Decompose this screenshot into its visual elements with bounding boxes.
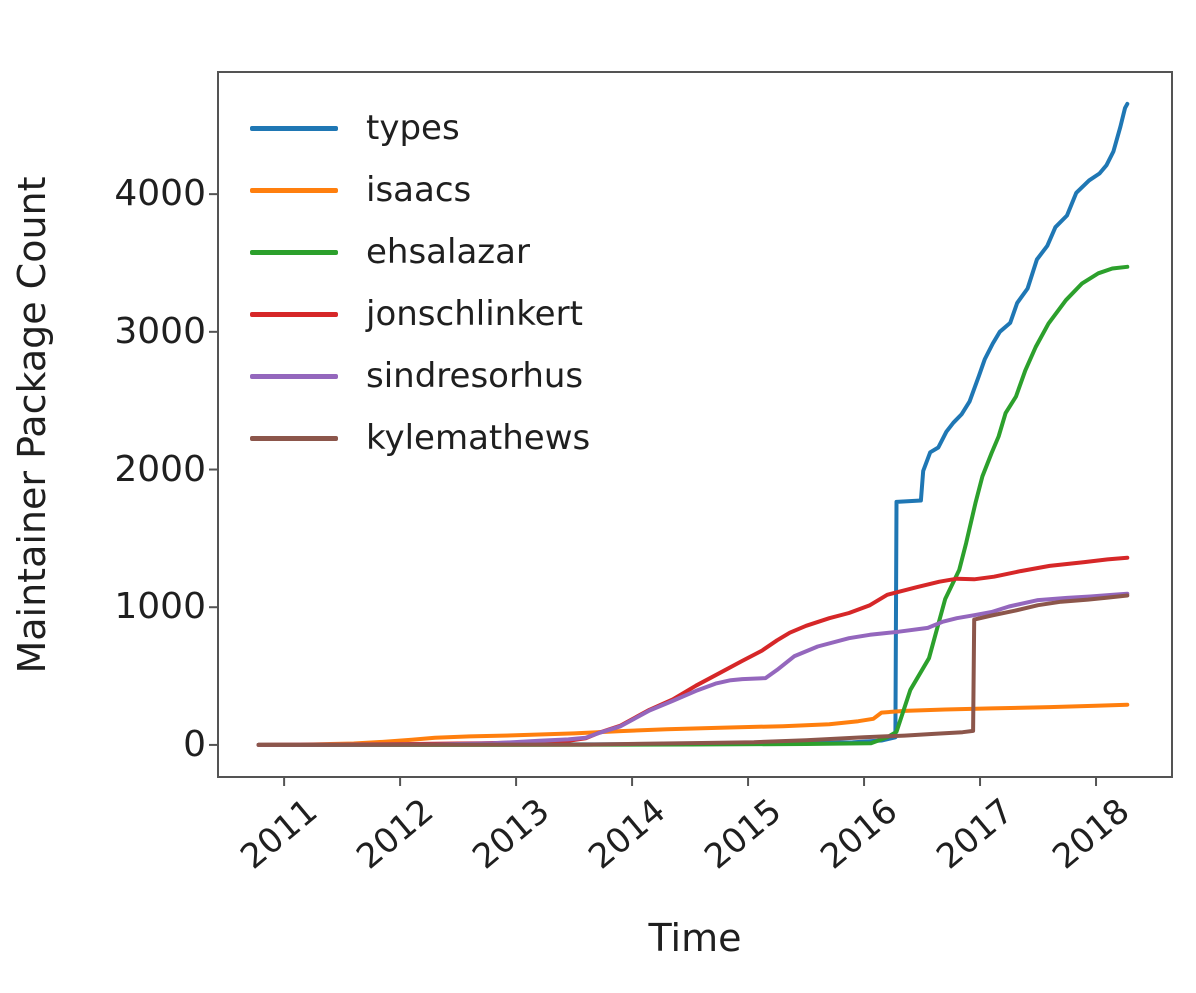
- series-line-ehsalazar: [256, 264, 1130, 747]
- y-tick-label: 4000: [114, 173, 206, 215]
- series-line-types: [256, 101, 1130, 747]
- legend-item-isaacs: isaacs: [250, 159, 590, 221]
- series-line-sindresorhus: [256, 591, 1130, 747]
- y-tick-label: 3000: [114, 310, 206, 352]
- y-tick-label: 1000: [114, 586, 206, 628]
- legend-item-jonschlinkert: jonschlinkert: [250, 283, 590, 345]
- legend-label-types: types: [366, 108, 460, 148]
- legend-item-kylemathews: kylemathews: [250, 407, 590, 469]
- legend-swatch-isaacs: [250, 187, 338, 193]
- series-line-isaacs: [256, 702, 1130, 747]
- legend-item-sindresorhus: sindresorhus: [250, 345, 590, 407]
- legend-swatch-ehsalazar: [250, 249, 338, 255]
- legend-swatch-types: [250, 125, 338, 131]
- legend-label-kylemathews: kylemathews: [366, 418, 591, 458]
- legend-swatch-sindresorhus: [250, 373, 338, 379]
- legend-label-sindresorhus: sindresorhus: [366, 356, 584, 396]
- legend-item-types: types: [250, 97, 590, 159]
- legend-swatch-jonschlinkert: [250, 311, 338, 317]
- legend-label-ehsalazar: ehsalazar: [366, 232, 530, 272]
- series-line-jonschlinkert: [256, 555, 1130, 747]
- x-axis-label: Time: [648, 916, 742, 960]
- legend-swatch-kylemathews: [250, 435, 338, 441]
- plot-border: [217, 71, 1173, 778]
- y-axis-label: Maintainer Package Count: [10, 176, 54, 674]
- legend-item-ehsalazar: ehsalazar: [250, 221, 590, 283]
- y-tick-label: 2000: [114, 448, 206, 490]
- legend-label-isaacs: isaacs: [366, 170, 472, 210]
- y-tick-label: 0: [183, 723, 206, 765]
- series-line-kylemathews: [256, 593, 1130, 747]
- legend: types isaacs ehsalazar jonschlinkert sindres…: [250, 97, 590, 469]
- legend-label-jonschlinkert: jonschlinkert: [366, 294, 583, 334]
